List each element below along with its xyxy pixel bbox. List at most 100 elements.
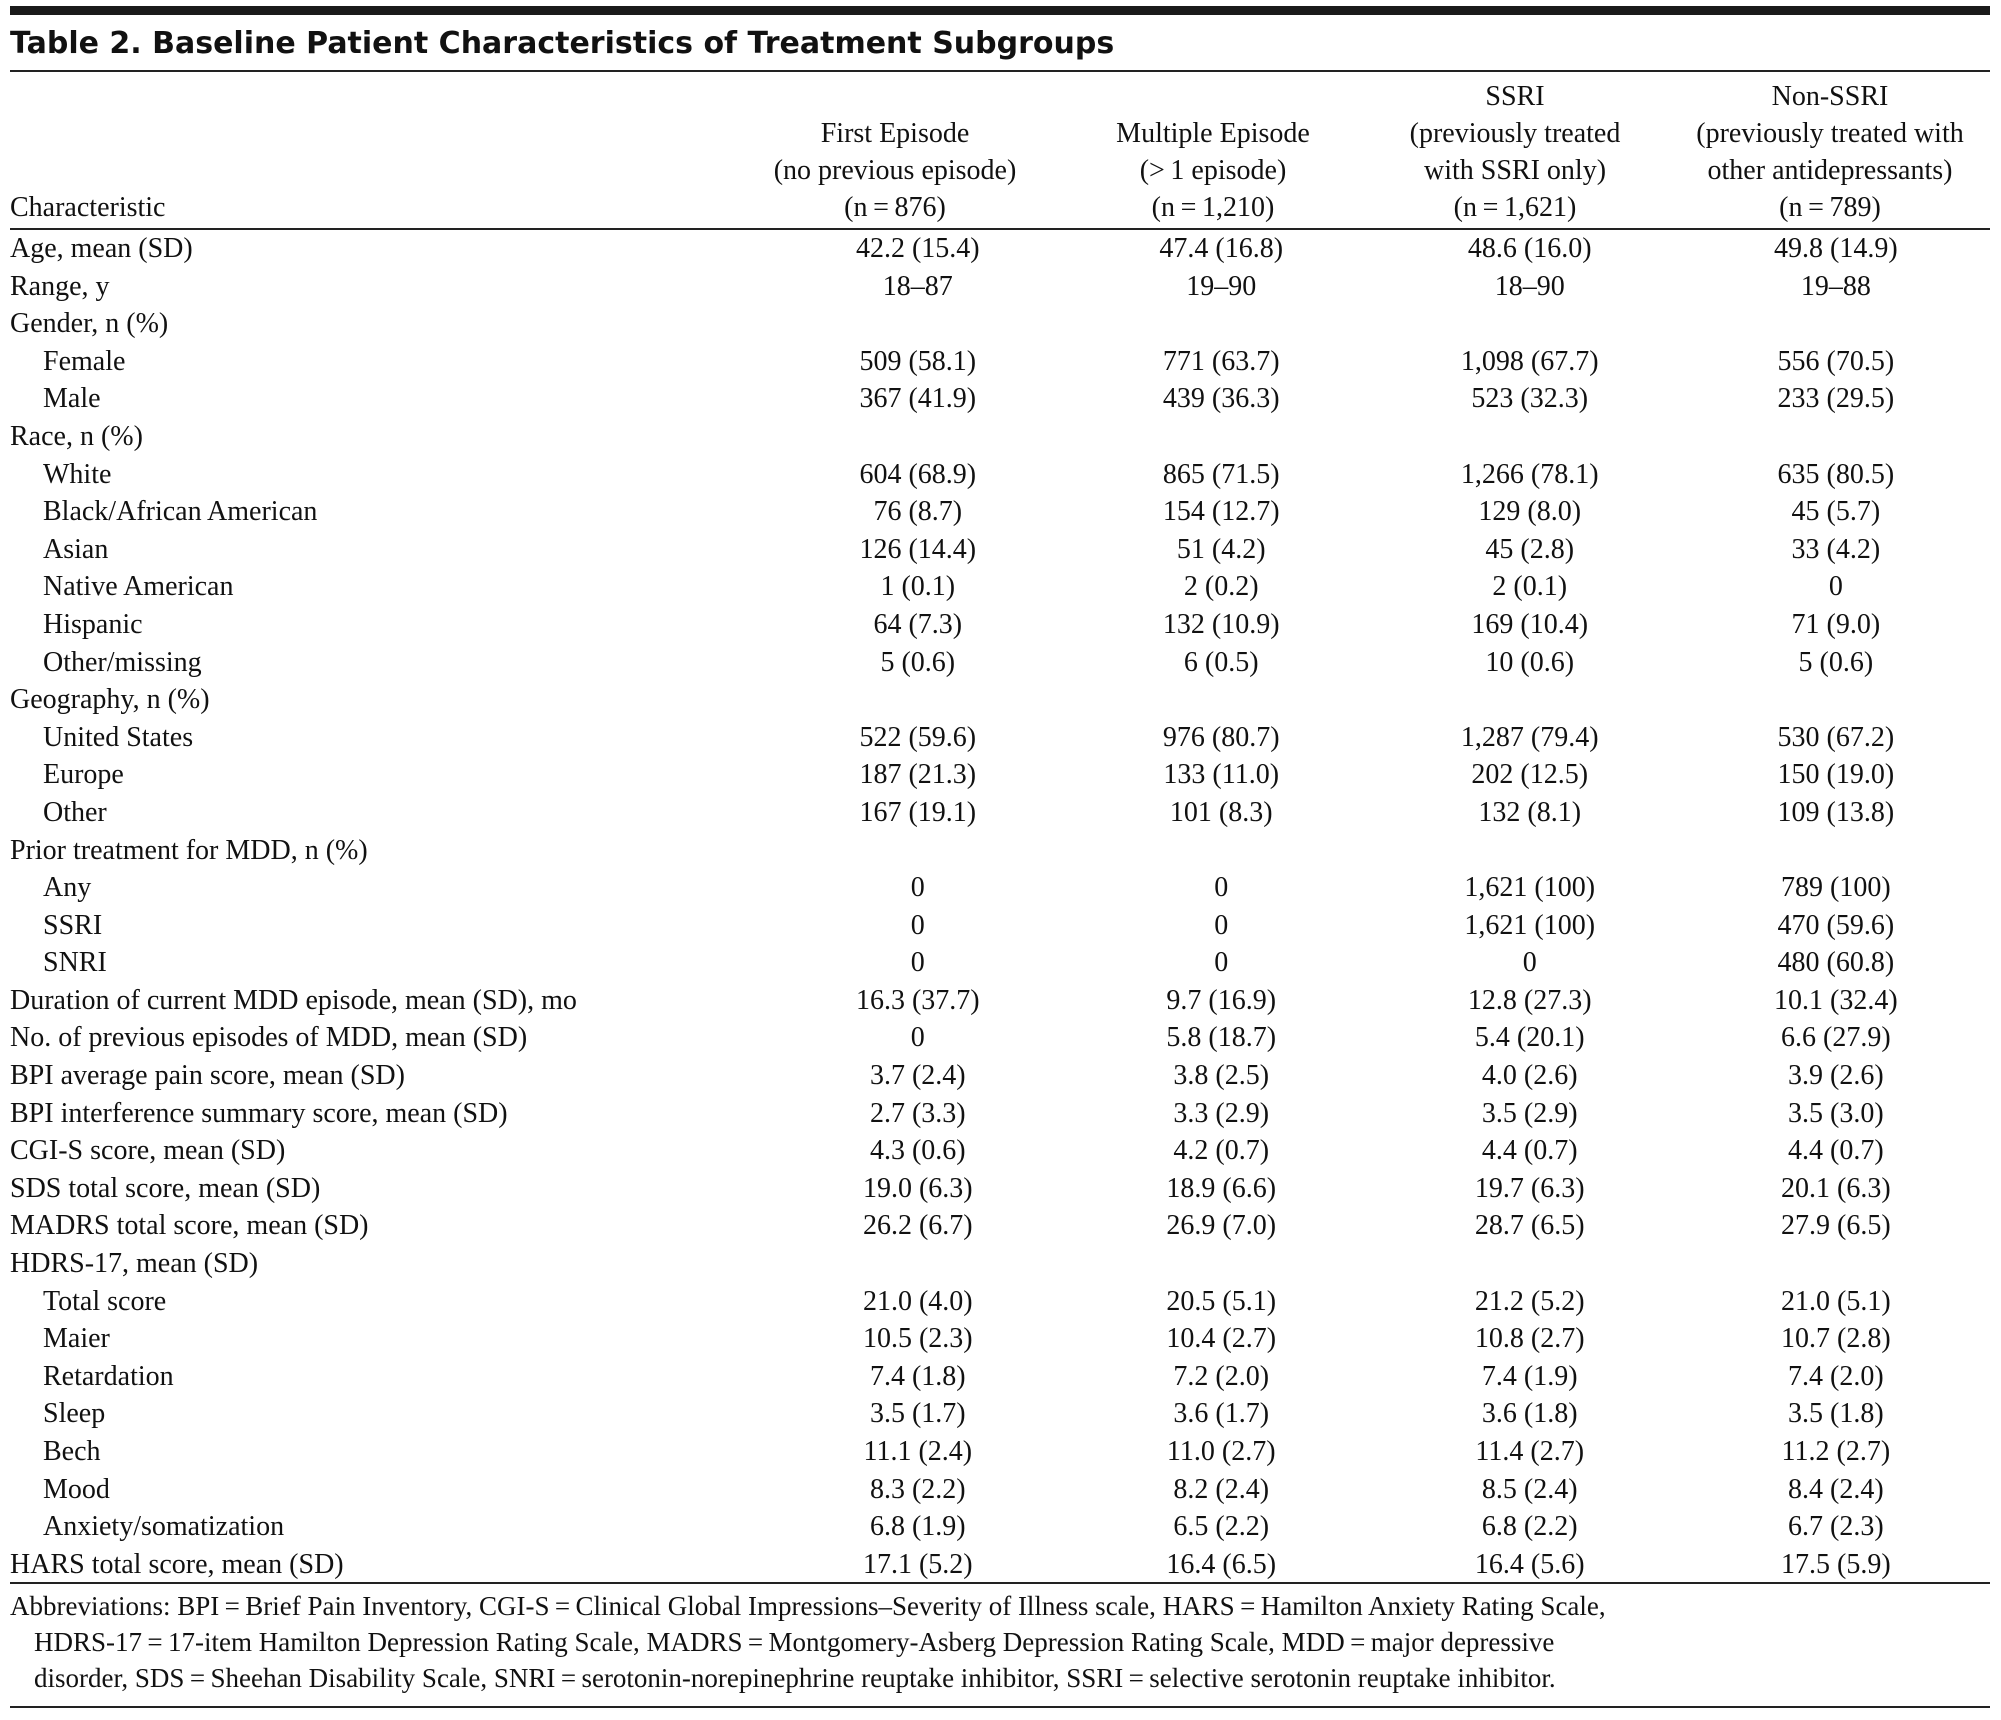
table-row: Other/missing 5 (0.6) 6 (0.5) 10 (0.6) 5 (0.… (10, 644, 1990, 682)
row-value: 18–87 (882, 270, 953, 302)
table-row: Asian 126 (14.4) 51 (4.2) 45 (2.8) 33 (4.2) (10, 531, 1990, 569)
row-value: 8.2 (2.4) (1173, 1473, 1270, 1505)
row-label: SNRI (43, 947, 107, 979)
row-value: 0 (1214, 909, 1229, 941)
row-value (771, 305, 1065, 343)
row-value: 771 (63.7) (1162, 345, 1280, 377)
table-row: Geography, n (%) (10, 681, 1990, 719)
row-value: 3.5 (2.9) (1481, 1097, 1578, 1129)
row-value: 133 (11.0) (1163, 759, 1280, 791)
row-value: 20.1 (6.3) (1781, 1172, 1891, 1204)
row-label: Female (43, 345, 126, 377)
row-value: 233 (29.5) (1777, 383, 1895, 415)
row-label: Other (43, 796, 107, 828)
row-value: 1,098 (67.7) (1460, 345, 1599, 377)
row-label: MADRS total score, mean (SD) (10, 1210, 369, 1242)
row-label: Sleep (43, 1398, 106, 1430)
table-row: Bech 11.1 (2.4) 11.0 (2.7) 11.4 (2.7) 11.2 (… (10, 1433, 1990, 1471)
row-value: 10.5 (2.3) (862, 1323, 973, 1355)
row-value: 1,287 (79.4) (1460, 721, 1599, 753)
row-value: 150 (19.0) (1777, 759, 1895, 791)
row-value: 865 (71.5) (1162, 458, 1280, 490)
table-row: Gender, n (%) (10, 305, 1990, 343)
row-value: 522 (59.6) (859, 721, 977, 753)
title-rule (10, 70, 1990, 72)
header-first-episode: First Episode (no previous episode) (n =… (773, 118, 1017, 223)
table-row: BPI interference summary score, mean (SD… (10, 1095, 1990, 1133)
row-value: 169 (10.4) (1471, 608, 1589, 640)
footnote-rule (10, 1582, 1990, 1584)
row-value: 21.2 (5.2) (1474, 1285, 1585, 1317)
row-value (1378, 832, 1682, 870)
row-value: 21.0 (4.0) (862, 1285, 973, 1317)
row-value: 71 (9.0) (1791, 608, 1881, 640)
row-value: 16.4 (5.6) (1474, 1548, 1585, 1580)
row-value: 1 (0.1) (880, 571, 956, 603)
row-value: 9.7 (16.9) (1166, 984, 1277, 1016)
row-value: 439 (36.3) (1162, 383, 1280, 415)
row-value: 17.5 (5.9) (1781, 1548, 1891, 1580)
row-value: 0 (1828, 571, 1843, 603)
row-value: 0 (910, 872, 925, 904)
row-value: 0 (1214, 872, 1229, 904)
header-ssri: SSRI (previously treated with SSRI only)… (1409, 81, 1621, 223)
row-value (1065, 305, 1378, 343)
row-value: 0 (910, 947, 925, 979)
row-value: 3.5 (1.7) (869, 1398, 966, 1430)
row-label: White (43, 458, 112, 490)
row-value: 1,621 (100) (1464, 872, 1596, 904)
header-multiple-episode: Multiple Episode (> 1 episode) (n = 1,21… (1116, 118, 1310, 223)
table-row: Prior treatment for MDD, n (%) (10, 832, 1990, 870)
row-value: 16.3 (37.7) (855, 984, 980, 1016)
row-value: 154 (12.7) (1162, 496, 1280, 528)
row-value (771, 418, 1065, 456)
row-value: 11.4 (2.7) (1475, 1436, 1585, 1467)
row-value (771, 1245, 1065, 1283)
row-value: 11.1 (2.4) (863, 1436, 973, 1467)
row-value: 51 (4.2) (1176, 533, 1266, 565)
table-row: Anxiety/somatization 6.8 (1.9) 6.5 (2.2) 6.… (10, 1508, 1990, 1546)
row-label: Asian (43, 533, 109, 565)
row-value: 132 (10.9) (1162, 608, 1280, 640)
row-value: 7.2 (2.0) (1173, 1360, 1270, 1392)
row-value (771, 832, 1065, 870)
row-value: 556 (70.5) (1777, 345, 1895, 377)
table-row: Hispanic 64 (7.3) 132 (10.9) 169 (10.4) 71 (… (10, 606, 1990, 644)
row-value: 4.0 (2.6) (1481, 1060, 1578, 1092)
table-row: SDS total score, mean (SD) 19.0 (6.3) 18.9… (10, 1170, 1990, 1208)
row-value: 7.4 (1.8) (869, 1360, 966, 1392)
row-value (1065, 418, 1378, 456)
row-value (1682, 418, 1990, 456)
table-row: No. of previous episodes of MDD, mean (S… (10, 1019, 1990, 1057)
row-value: 8.3 (2.2) (869, 1473, 966, 1505)
row-value: 3.7 (2.4) (869, 1060, 966, 1092)
table-row: Sleep 3.5 (1.7) 3.6 (1.7) 3.6 (1.8) 3.5 (1.8… (10, 1395, 1990, 1433)
row-value: 19.0 (6.3) (862, 1172, 973, 1204)
row-value: 7.4 (2.0) (1788, 1360, 1884, 1392)
table-row: Europe 187 (21.3) 133 (11.0) 202 (12.5) 150 … (10, 756, 1990, 794)
row-label: SDS total score, mean (SD) (10, 1172, 321, 1204)
row-value: 10.8 (2.7) (1474, 1323, 1585, 1355)
row-value: 27.9 (6.5) (1781, 1210, 1891, 1242)
row-value: 3.8 (2.5) (1173, 1060, 1270, 1092)
row-value: 3.6 (1.7) (1173, 1398, 1270, 1430)
row-label: Retardation (43, 1360, 174, 1392)
table-row: Black/African American 76 (8.7) 154 (12.7)… (10, 493, 1990, 531)
bottom-rule (10, 1706, 1990, 1708)
row-value (1682, 1245, 1990, 1283)
row-label: CGI-S score, mean (SD) (10, 1135, 286, 1167)
header-characteristic: Characteristic (10, 192, 166, 223)
row-label: Any (43, 872, 92, 904)
row-value: 64 (7.3) (873, 608, 963, 640)
row-label: SSRI (43, 909, 103, 941)
row-value: 10.1 (32.4) (1774, 984, 1898, 1016)
row-value (1682, 832, 1990, 870)
row-label: United States (43, 721, 194, 753)
row-label: Prior treatment for MDD, n (%) (10, 834, 368, 866)
row-value: 11.2 (2.7) (1781, 1436, 1891, 1467)
table-row: BPI average pain score, mean (SD) 3.7 (2.… (10, 1057, 1990, 1095)
table-row: MADRS total score, mean (SD) 26.2 (6.7) 26… (10, 1207, 1990, 1245)
row-value: 6.8 (2.2) (1481, 1511, 1578, 1543)
top-rule (10, 6, 1990, 15)
row-value: 49.8 (14.9) (1774, 233, 1898, 264)
